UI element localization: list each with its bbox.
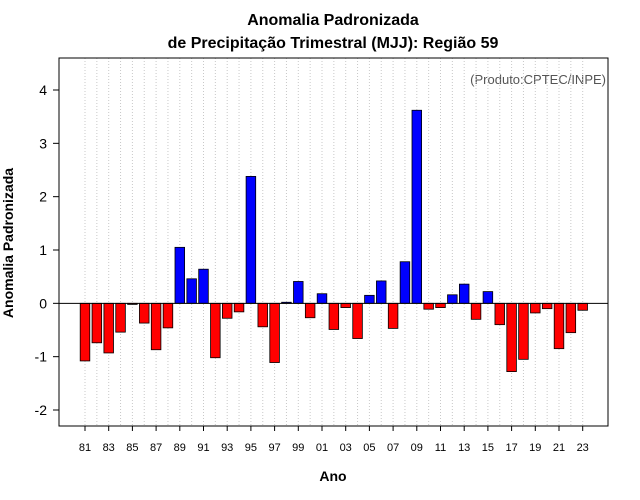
bar-13 [458,283,470,304]
bar-15 [482,291,494,304]
bar-09 [411,109,423,304]
chart-title-line2: de Precipitação Trimestral (MJJ): Região… [168,35,499,52]
credit-annotation: (Produto:CPTEC/INPE) [470,72,606,87]
x-tick-label: 87 [150,442,162,454]
x-tick-label: 05 [363,442,375,454]
bar-11 [435,302,446,309]
x-tick-label: 95 [245,442,257,454]
bar-82 [91,302,103,344]
bar-97 [269,302,280,363]
y-tick-label: -2 [35,402,48,418]
x-tick-label: 93 [221,442,233,454]
x-tick-label: 01 [316,442,328,454]
bar-84 [115,302,126,333]
bar-83 [103,302,114,354]
x-tick-label: 13 [458,442,470,454]
x-tick-label: 91 [197,442,209,454]
bar-90 [186,278,197,304]
bar-88 [162,302,174,329]
x-tick-label: 15 [482,442,494,454]
bar-21 [553,302,565,350]
bar-20 [541,302,553,310]
bar-02 [328,302,340,330]
x-tick-label: 99 [292,442,304,454]
bar-19 [530,302,541,314]
bar-96 [257,302,268,328]
bar-94 [233,302,245,313]
bar-16 [494,302,505,326]
bar-18 [518,302,529,360]
bar-05 [364,294,375,304]
y-tick-label: 2 [39,189,47,205]
bar-03 [340,302,351,309]
x-tick-label: 17 [505,442,517,454]
bar-23 [577,302,588,311]
x-tick-label: 89 [174,442,186,454]
y-tick-label: 4 [39,82,47,98]
bar-91 [198,268,209,304]
y-tick-label: -1 [35,349,48,365]
x-tick-label: 19 [529,442,541,454]
x-tick-label: 83 [103,442,115,454]
bar-81 [79,302,91,362]
bar-14 [470,302,482,320]
bar-04 [352,302,363,339]
bar-01 [316,293,328,304]
bar-86 [139,302,150,324]
x-tick-label: 09 [411,442,423,454]
bars-layer [79,109,588,373]
x-tick-label: 23 [577,442,589,454]
y-tick-label: 0 [39,295,47,311]
bar-89 [174,246,186,304]
bar-17 [506,302,517,373]
plot-border [58,57,609,427]
bar-92 [210,302,221,359]
x-tick-label: 81 [79,442,91,454]
y-axis-title: Anomalia Padronizada [0,168,16,318]
bar-12 [447,294,458,304]
y-tick-label: 3 [39,135,47,151]
y-tick-label: 1 [39,242,47,258]
x-tick-label: 21 [553,442,565,454]
bar-93 [221,302,233,319]
bar-08 [399,261,411,304]
bar-00 [304,302,316,319]
chart-title-line1: Anomalia Padronizada [247,12,419,29]
x-tick-label: 85 [126,442,138,454]
bar-22 [565,302,577,334]
x-tick-label: 11 [435,442,446,454]
bar-95 [245,175,257,304]
x-tick-label: 07 [387,442,399,454]
bar-06 [376,280,387,304]
bar-10 [423,302,434,310]
bar-07 [387,302,399,329]
bar-87 [150,302,162,351]
x-axis-title: Ano [319,468,346,484]
bar-99 [293,281,304,304]
x-tick-label: 03 [340,442,352,454]
x-tick-label: 97 [268,442,280,454]
